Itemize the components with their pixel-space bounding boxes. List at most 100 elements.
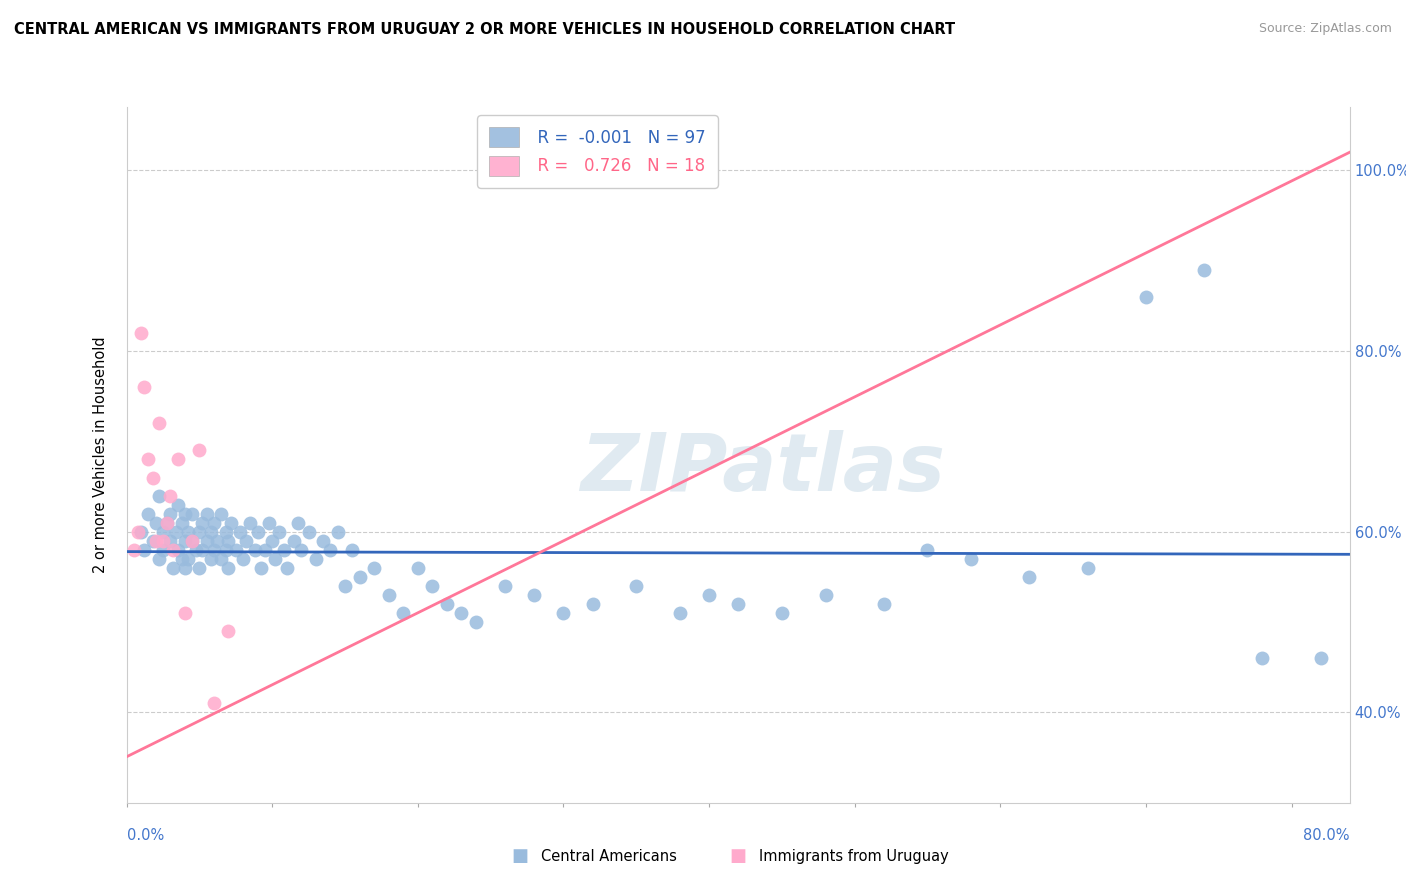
Point xyxy=(152,533,174,548)
Text: ZIPatlas: ZIPatlas xyxy=(581,430,945,508)
Point xyxy=(166,498,188,512)
Point xyxy=(122,542,145,557)
Point xyxy=(214,524,236,539)
Point xyxy=(195,533,218,548)
Point xyxy=(283,533,305,548)
Point xyxy=(156,516,179,530)
Point xyxy=(186,542,208,557)
Point xyxy=(225,542,247,557)
Point xyxy=(235,533,257,548)
Point xyxy=(177,551,200,566)
Text: CENTRAL AMERICAN VS IMMIGRANTS FROM URUGUAY 2 OR MORE VEHICLES IN HOUSEHOLD CORR: CENTRAL AMERICAN VS IMMIGRANTS FROM URUG… xyxy=(14,22,955,37)
Point xyxy=(232,551,254,566)
Point xyxy=(218,624,240,639)
Point xyxy=(269,524,291,539)
Point xyxy=(422,579,444,593)
Point xyxy=(142,470,165,484)
Point xyxy=(129,524,152,539)
Point xyxy=(239,516,262,530)
Point xyxy=(209,507,232,521)
Point xyxy=(581,597,603,611)
Point xyxy=(214,542,236,557)
Point xyxy=(145,533,167,548)
Point xyxy=(1192,262,1215,277)
Point xyxy=(1135,290,1157,304)
Text: Source: ZipAtlas.com: Source: ZipAtlas.com xyxy=(1258,22,1392,36)
Point xyxy=(173,606,195,620)
Point xyxy=(1309,651,1331,665)
Point xyxy=(626,579,648,593)
Point xyxy=(159,533,181,548)
Point xyxy=(377,588,399,602)
Point xyxy=(142,533,165,548)
Point xyxy=(200,551,222,566)
Point xyxy=(290,542,312,557)
Point xyxy=(287,516,309,530)
Point xyxy=(273,542,295,557)
Point xyxy=(181,507,204,521)
Point xyxy=(669,606,692,620)
Point xyxy=(917,542,939,557)
Text: Immigrants from Uruguay: Immigrants from Uruguay xyxy=(759,849,949,863)
Point xyxy=(276,561,298,575)
Point xyxy=(218,561,240,575)
Point xyxy=(392,606,415,620)
Point xyxy=(363,561,385,575)
Point xyxy=(132,380,155,394)
Point xyxy=(253,542,276,557)
Point xyxy=(165,524,187,539)
Point xyxy=(221,516,243,530)
Point xyxy=(162,542,184,557)
Point xyxy=(209,551,232,566)
Point xyxy=(249,561,271,575)
Point xyxy=(159,489,181,503)
Point xyxy=(188,524,211,539)
Point xyxy=(173,561,195,575)
Point xyxy=(259,516,281,530)
Point xyxy=(465,615,488,629)
Point xyxy=(132,542,155,557)
Point xyxy=(195,507,218,521)
Point xyxy=(200,524,222,539)
Point xyxy=(173,533,195,548)
Point xyxy=(188,443,211,458)
Point xyxy=(205,533,228,548)
Point xyxy=(148,417,170,431)
Point xyxy=(727,597,749,611)
Y-axis label: 2 or more Vehicles in Household: 2 or more Vehicles in Household xyxy=(93,336,108,574)
Point xyxy=(305,551,328,566)
Point xyxy=(173,507,195,521)
Text: 80.0%: 80.0% xyxy=(1303,828,1350,843)
Point xyxy=(166,452,188,467)
Point xyxy=(229,524,252,539)
Point xyxy=(262,533,284,548)
Point xyxy=(770,606,793,620)
Point xyxy=(342,542,364,557)
Point xyxy=(450,606,472,620)
Point xyxy=(243,542,266,557)
Point xyxy=(436,597,458,611)
Point xyxy=(191,516,214,530)
Point xyxy=(494,579,516,593)
Point xyxy=(264,551,287,566)
Point xyxy=(170,551,193,566)
Text: ■: ■ xyxy=(512,847,529,865)
Point xyxy=(326,524,349,539)
Point xyxy=(319,542,342,557)
Point xyxy=(814,588,837,602)
Point xyxy=(166,542,188,557)
Point xyxy=(152,542,174,557)
Point xyxy=(202,697,225,711)
Point xyxy=(202,542,225,557)
Point xyxy=(1077,561,1099,575)
Point xyxy=(297,524,319,539)
Text: ■: ■ xyxy=(730,847,747,865)
Point xyxy=(156,516,179,530)
Point xyxy=(162,561,184,575)
Point xyxy=(960,551,983,566)
Point xyxy=(181,533,204,548)
Point xyxy=(697,588,720,602)
Point xyxy=(523,588,546,602)
Point xyxy=(191,542,214,557)
Point xyxy=(333,579,356,593)
